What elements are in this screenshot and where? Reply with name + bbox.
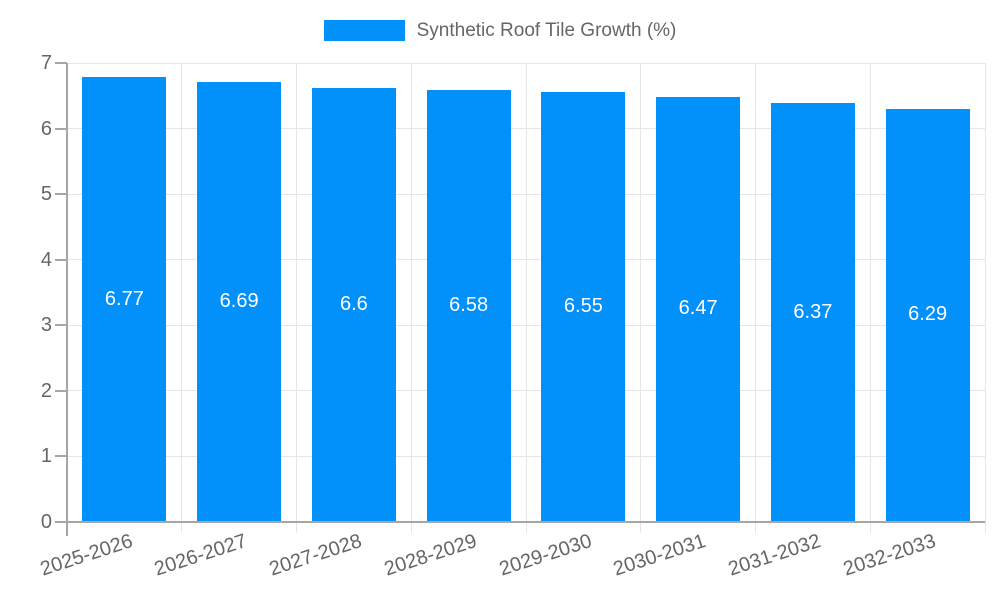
legend-label: Synthetic Roof Tile Growth (%) xyxy=(416,20,677,41)
bar: 6.47 xyxy=(656,96,741,521)
x-gridline xyxy=(181,63,183,533)
x-gridline xyxy=(755,63,756,533)
y-tick-mark xyxy=(55,455,67,458)
bar-value-label: 6.58 xyxy=(449,293,489,316)
y-tick-label: 3 xyxy=(40,314,52,337)
x-tick-label: 2030-2031 xyxy=(611,530,709,581)
x-gridline xyxy=(640,63,642,533)
x-gridline xyxy=(296,63,297,533)
y-tick-label: 0 xyxy=(40,511,52,533)
y-tick-mark xyxy=(55,258,67,261)
y-tick-mark xyxy=(55,62,67,64)
y-tick-label: 2 xyxy=(40,379,52,402)
y-tick-label: 5 xyxy=(40,183,52,206)
y-tick-mark xyxy=(55,193,67,196)
x-gridline xyxy=(984,63,986,533)
bar-value-label: 6.69 xyxy=(219,290,259,313)
y-tick-mark xyxy=(55,324,67,327)
y-tick-label: 7 xyxy=(40,52,52,74)
x-tick-label: 2029-2030 xyxy=(496,530,595,581)
bar-value-label: 6.47 xyxy=(678,297,718,320)
x-axis-line xyxy=(67,521,985,523)
y-tick-label: 4 xyxy=(40,248,52,271)
bar-value-label: 6.77 xyxy=(104,287,144,310)
y-tick-mark xyxy=(55,127,67,130)
bar: 6.69 xyxy=(197,82,282,521)
bar-value-label: 6.55 xyxy=(563,294,603,317)
x-gridline xyxy=(525,63,527,533)
x-tick-label: 2028-2029 xyxy=(381,530,480,581)
bar-value-label: 6.29 xyxy=(908,303,948,326)
bar: 6.6 xyxy=(311,88,396,521)
plot-area: 0 1 2 3 4 5 6 7 6.77 6.69 6.6 6.58 6.55 6.47 6.37 6.29 2… xyxy=(37,52,986,580)
legend-swatch xyxy=(323,20,405,41)
bar-value-label: 6.6 xyxy=(339,293,368,316)
y-tick-mark xyxy=(55,389,67,392)
legend: Synthetic Roof Tile Growth (%) xyxy=(0,20,1000,41)
x-gridline xyxy=(410,63,412,533)
x-tick-label: 2032-2033 xyxy=(840,530,939,581)
bar: 6.77 xyxy=(82,77,167,521)
bar: 6.29 xyxy=(885,108,970,521)
bar: 6.55 xyxy=(541,91,626,521)
bar: 6.37 xyxy=(770,103,855,521)
x-tick-label: 2026-2027 xyxy=(152,530,250,581)
x-gridline xyxy=(869,63,871,533)
bar-value-label: 6.37 xyxy=(793,300,833,323)
y-tick-mark xyxy=(55,521,67,523)
y-tick-label: 1 xyxy=(40,445,52,468)
x-tick-label: 2025-2026 xyxy=(37,530,136,581)
x-tick-label: 2027-2028 xyxy=(266,530,365,581)
x-tick-label: 2031-2032 xyxy=(725,530,824,581)
y-tick-label: 6 xyxy=(40,117,52,140)
bar: 6.58 xyxy=(426,89,511,521)
y-axis-line xyxy=(66,63,68,536)
